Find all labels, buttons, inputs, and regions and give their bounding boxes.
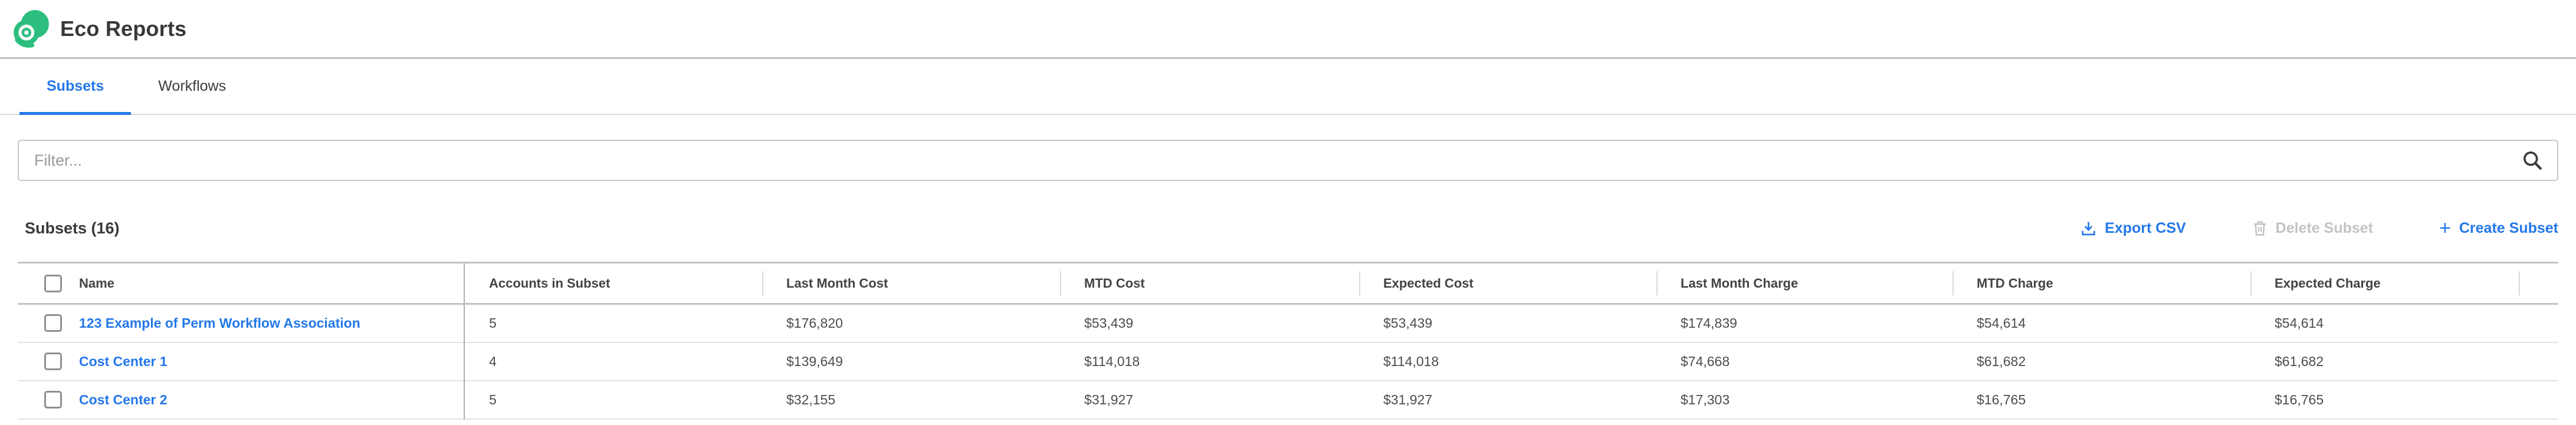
filter-container xyxy=(18,140,2558,181)
last-month-charge-cell: $74,668 xyxy=(1681,353,1730,369)
column-header-label: Name xyxy=(79,275,114,291)
table-row: 123 Example of Perm Workflow Association… xyxy=(18,304,2558,342)
plus-icon: + xyxy=(2439,217,2451,239)
delete-subset-button[interactable]: Delete Subset xyxy=(2252,220,2373,237)
expected-cost-cell: $31,927 xyxy=(1383,391,1433,407)
header-cell-spacer xyxy=(2519,263,2558,304)
export-csv-label: Export CSV xyxy=(2105,219,2186,236)
expected-charge-cell: $61,682 xyxy=(2275,353,2324,369)
create-subset-label: Create Subset xyxy=(2459,219,2558,236)
expected-cost-cell: $114,018 xyxy=(1383,353,1439,369)
mtd-charge-cell: $54,614 xyxy=(1977,315,2026,331)
name-cell: Cost Center 1 xyxy=(18,342,465,381)
row-checkbox[interactable] xyxy=(44,314,62,332)
row-checkbox[interactable] xyxy=(44,352,62,370)
section-bar: Subsets (16) Export CSV Delete Subset + … xyxy=(18,208,2558,248)
expected-charge-cell: $16,765 xyxy=(2275,391,2324,407)
name-cell: 123 Example of Perm Workflow Association xyxy=(18,304,465,342)
mtd-cost-cell: $114,018 xyxy=(1084,353,1140,369)
expected-charge-cell: $54,614 xyxy=(2275,315,2324,331)
header-cell-accounts: Accounts in Subset xyxy=(489,275,611,291)
last-month-cost-cell: $176,820 xyxy=(786,315,843,331)
header-cell-mtd-cost: MTD Cost xyxy=(1060,263,1359,304)
create-subset-button[interactable]: + Create Subset xyxy=(2439,218,2558,238)
export-csv-button[interactable]: Export CSV xyxy=(2081,220,2186,237)
section-title: Subsets (16) xyxy=(25,219,120,237)
last-month-cost-cell: $139,649 xyxy=(786,353,843,369)
header-cell-expected-charge: Expected Charge xyxy=(2250,263,2519,304)
trash-icon xyxy=(2253,220,2266,236)
header-cell-last-month-cost: Last Month Cost xyxy=(762,263,1060,304)
accounts-cell: 5 xyxy=(489,391,497,407)
header-cell-last-month-charge: Last Month Charge xyxy=(1656,263,1952,304)
subset-link[interactable]: Cost Center 1 xyxy=(79,353,168,369)
page-title: Eco Reports xyxy=(60,16,187,41)
last-month-charge-cell: $174,839 xyxy=(1681,315,1737,331)
mtd-cost-cell: $53,439 xyxy=(1084,315,1134,331)
row-checkbox[interactable] xyxy=(44,391,62,408)
last-month-charge-cell: $17,303 xyxy=(1681,391,1730,407)
delete-subset-label: Delete Subset xyxy=(2275,219,2374,236)
subset-link[interactable]: Cost Center 2 xyxy=(79,391,168,407)
mtd-charge-cell: $16,765 xyxy=(1977,391,2026,407)
spacer-cell xyxy=(2519,304,2558,342)
expected-cost-cell: $53,439 xyxy=(1383,315,1433,331)
header-cell-mtd-charge: MTD Charge xyxy=(1952,263,2250,304)
tab-workflows[interactable]: Workflows xyxy=(158,78,227,94)
last-month-cost-cell: $32,155 xyxy=(786,391,836,407)
table-header-row: Name Accounts in Subset Last Month Cost … xyxy=(18,262,2558,304)
app-header: Eco Reports xyxy=(0,0,2576,59)
tab-bar: Subsets Workflows xyxy=(0,59,2576,115)
brand-spiral-logo xyxy=(11,9,49,48)
table-row: Cost Center 1 4 $139,649 $114,018 $114,0… xyxy=(18,342,2558,381)
filter-input[interactable] xyxy=(18,140,2558,181)
accounts-cell: 4 xyxy=(489,353,497,369)
table-row: Cost Center 2 5 $32,155 $31,927 $31,927 … xyxy=(18,380,2558,419)
download-icon xyxy=(2082,222,2095,235)
subsets-table: Name Accounts in Subset Last Month Cost … xyxy=(18,262,2558,420)
mtd-charge-cell: $61,682 xyxy=(1977,353,2026,369)
subset-link[interactable]: 123 Example of Perm Workflow Association xyxy=(79,315,360,331)
spacer-cell xyxy=(2519,342,2558,381)
spacer-cell xyxy=(2519,381,2558,419)
header-cell-name: Name xyxy=(18,262,465,304)
select-all-checkbox[interactable] xyxy=(44,274,62,292)
name-cell: Cost Center 2 xyxy=(18,380,465,419)
header-cell-expected-cost: Expected Cost xyxy=(1359,263,1656,304)
table-actions: Export CSV Delete Subset + Create Subset xyxy=(2081,218,2558,238)
accounts-cell: 5 xyxy=(489,315,497,331)
tab-subsets[interactable]: Subsets xyxy=(19,59,132,115)
mtd-cost-cell: $31,927 xyxy=(1084,391,1134,407)
search-icon xyxy=(2524,151,2542,170)
